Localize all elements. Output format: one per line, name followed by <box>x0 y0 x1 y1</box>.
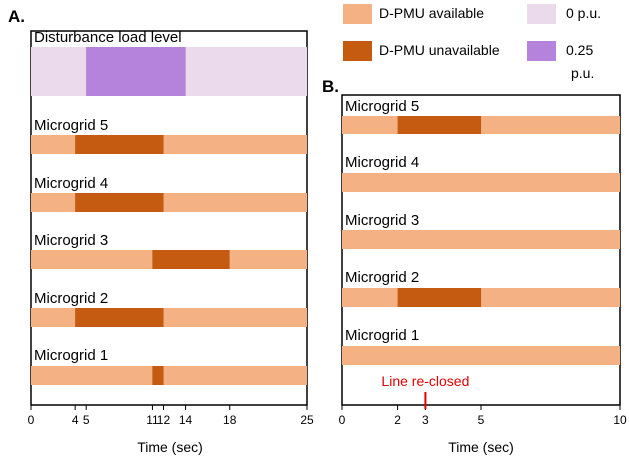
segment-available <box>163 308 307 327</box>
panel-b-rows: Microgrid 5 Microgrid 4 Microgrid 3 Microgr… <box>342 98 620 365</box>
segment-available <box>31 135 76 154</box>
segment-disturbance_zero <box>31 47 87 96</box>
panel-a: A. Disturbance load level Microgrid 5 Micr… <box>8 7 314 455</box>
row-a-1: Disturbance load level <box>31 29 307 96</box>
segment-unavailable <box>75 308 164 327</box>
panel-a-frame <box>30 30 308 406</box>
segment-disturbance_high <box>86 47 186 96</box>
segment-available <box>31 250 153 269</box>
row-label: Microgrid 4 <box>345 154 419 171</box>
segment-unavailable <box>397 116 481 134</box>
x-tick-label: 10 <box>613 413 627 427</box>
segment-available <box>163 135 307 154</box>
segment-available <box>31 193 76 212</box>
row-b-4: Microgrid 2 <box>342 269 620 307</box>
panel-a-border <box>30 30 308 406</box>
x-tick-label: 0 <box>339 413 346 427</box>
panel-b-letter: B. <box>322 77 339 96</box>
x-tick-label: 0 <box>28 413 35 427</box>
segment-available <box>31 308 76 327</box>
row-b-5: Microgrid 1 <box>342 327 620 365</box>
legend-label-high-line2: p.u. <box>571 65 594 81</box>
x-tick-label: 4 <box>72 413 79 427</box>
legend-swatch-unavailable <box>343 41 372 61</box>
panel-a-rows: Disturbance load level Microgrid 5 Microgr… <box>31 29 307 385</box>
row-b-2: Microgrid 4 <box>342 154 620 192</box>
x-tick-label: 25 <box>300 413 314 427</box>
legend-label-high-line1: 0.25 <box>566 42 593 58</box>
x-tick-label: 11 <box>146 413 159 427</box>
segment-available <box>342 288 398 307</box>
legend-label-zero: 0 p.u. <box>566 5 601 21</box>
panel-a-letter: A. <box>8 7 25 26</box>
legend-label-unavailable: D-PMU unavailable <box>379 42 500 58</box>
segment-available <box>229 250 307 269</box>
row-label: Microgrid 5 <box>345 98 419 115</box>
row-a-3: Microgrid 4 <box>31 175 307 212</box>
legend-swatch-high <box>527 41 556 61</box>
row-a-5: Microgrid 2 <box>31 290 307 327</box>
legend-swatch-zero <box>527 4 556 24</box>
segment-unavailable <box>75 193 164 212</box>
legend-swatch-available <box>343 4 372 24</box>
segment-unavailable <box>397 288 481 307</box>
legend-label-available: D-PMU available <box>379 5 484 21</box>
segment-disturbance_zero <box>185 47 307 96</box>
segment-available <box>342 230 620 249</box>
x-tick-label: 3 <box>422 413 429 427</box>
row-label: Microgrid 4 <box>34 175 108 192</box>
row-label: Microgrid 5 <box>34 117 108 134</box>
x-tick-label: 12 <box>157 413 171 427</box>
row-label: Microgrid 1 <box>345 327 419 344</box>
line-reclosed-label: Line re-closed <box>381 373 469 389</box>
row-a-2: Microgrid 5 <box>31 117 307 154</box>
segment-available <box>163 366 307 385</box>
line-reclosed-annotation: Line re-closed <box>381 373 469 409</box>
legend: D-PMU available 0 p.u. D-PMU unavailable… <box>343 4 601 81</box>
x-tick-label: 18 <box>223 413 237 427</box>
segment-unavailable <box>152 250 230 269</box>
row-a-6: Microgrid 1 <box>31 347 307 385</box>
row-b-3: Microgrid 3 <box>342 212 620 249</box>
row-label: Microgrid 3 <box>34 232 108 249</box>
segment-unavailable <box>75 135 164 154</box>
row-label: Disturbance load level <box>34 29 182 46</box>
x-tick-label: 5 <box>478 413 485 427</box>
row-label: Microgrid 2 <box>34 290 108 307</box>
segment-unavailable <box>152 366 164 385</box>
row-a-4: Microgrid 3 <box>31 232 307 269</box>
x-tick-label: 14 <box>179 413 193 427</box>
segment-available <box>342 173 620 192</box>
segment-available <box>342 346 620 365</box>
row-label: Microgrid 2 <box>345 269 419 286</box>
panel-a-x-axis-title: Time (sec) <box>137 439 203 455</box>
x-tick-label: 2 <box>394 413 401 427</box>
segment-available <box>481 288 620 307</box>
segment-available <box>342 116 398 134</box>
panel-b-x-axis-title: Time (sec) <box>448 439 514 455</box>
row-label: Microgrid 1 <box>34 347 108 364</box>
row-b-1: Microgrid 5 <box>342 98 620 134</box>
panel-b-x-ticks: 0 2 3 5 10 <box>339 405 627 427</box>
segment-available <box>163 193 307 212</box>
segment-available <box>481 116 620 134</box>
row-label: Microgrid 3 <box>345 212 419 229</box>
x-tick-label: 5 <box>83 413 90 427</box>
segment-available <box>31 366 153 385</box>
